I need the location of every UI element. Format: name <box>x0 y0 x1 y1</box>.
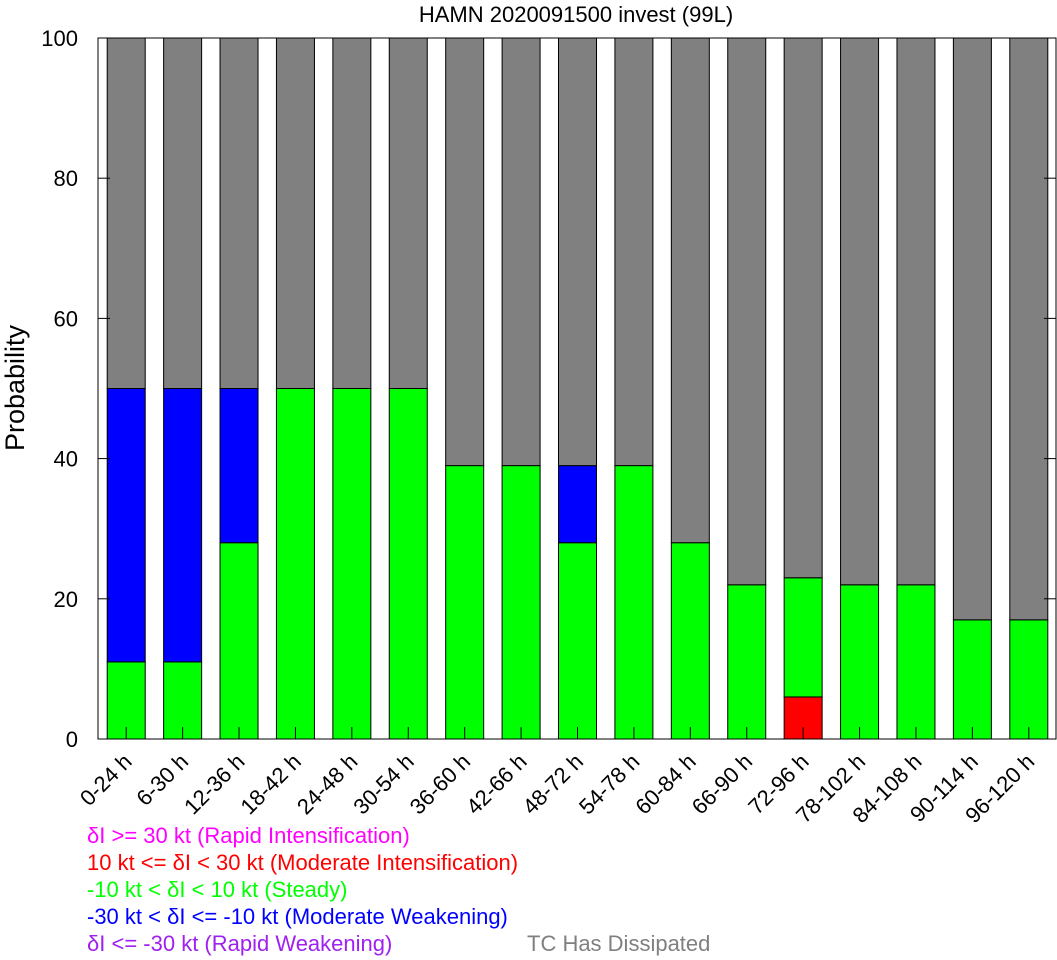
bar-segment-2-3 <box>219 388 259 544</box>
bar-segment-13-5 <box>840 37 880 586</box>
bar-segment-15-5 <box>952 37 992 621</box>
bar-segment-8-5 <box>558 37 597 467</box>
legend-tc-dissipated: TC Has Dissipated <box>527 931 711 956</box>
bar-segment-8-3 <box>558 465 597 544</box>
bar-segment-5-5 <box>388 37 428 389</box>
y-tick-label: 0 <box>66 727 78 752</box>
bar-segment-13-2 <box>840 584 880 740</box>
bar-segment-2-2 <box>219 542 259 740</box>
bar-segment-14-5 <box>896 37 936 586</box>
bar-segment-2-5 <box>219 37 259 389</box>
legend-rapid-intensification: δI >= 30 kt (Rapid Intensification) <box>87 823 410 848</box>
bar-segment-5-2 <box>388 388 428 740</box>
bar-segment-4-2 <box>332 388 372 740</box>
y-ticks-group: 0 20 40 60 80 100 <box>41 26 1056 752</box>
y-tick-label: 80 <box>54 166 78 191</box>
y-axis-label: Probability <box>0 324 30 451</box>
legend-rapid-weakening: δI <= -30 kt (Rapid Weakening) <box>87 931 393 956</box>
legend-moderate-intensification: 10 kt <= δI < 30 kt (Moderate Intensific… <box>87 850 519 875</box>
x-ticks-group: 0-24 h6-30 h12-36 h18-42 h24-48 h30-54 h… <box>75 727 1039 828</box>
bar-segment-3-2 <box>275 388 315 740</box>
x-tick-label: 42-66 h <box>461 749 531 819</box>
bar-segment-11-5 <box>727 37 767 586</box>
x-tick-label: 66-90 h <box>687 749 757 819</box>
bar-segment-10-2 <box>670 542 710 740</box>
bar-segment-7-5 <box>501 37 541 467</box>
x-tick-label: 60-84 h <box>630 749 700 819</box>
bar-segment-14-2 <box>896 584 936 740</box>
x-tick-label: 54-78 h <box>574 749 644 819</box>
bar-segment-1-3 <box>163 388 203 663</box>
bars-group <box>106 37 1049 740</box>
bar-segment-0-2 <box>106 661 146 740</box>
bar-segment-10-5 <box>670 37 710 544</box>
bar-segment-4-5 <box>332 37 372 389</box>
bar-segment-6-5 <box>445 37 485 467</box>
bar-segment-12-5 <box>783 37 823 579</box>
bar-segment-0-3 <box>106 388 146 663</box>
y-tick-label: 20 <box>54 587 78 612</box>
x-tick-label: 12-36 h <box>179 749 249 819</box>
legend-moderate-weakening: -30 kt < δI <= -10 kt (Moderate Weakenin… <box>87 904 508 929</box>
bar-segment-15-2 <box>952 619 992 740</box>
bar-segment-12-2 <box>783 577 823 698</box>
x-tick-label: 0-24 h <box>75 749 137 811</box>
x-tick-label: 24-48 h <box>292 749 362 819</box>
bar-segment-7-2 <box>501 465 541 740</box>
x-tick-label: 30-54 h <box>348 749 418 819</box>
y-tick-label: 60 <box>54 306 78 331</box>
bar-segment-16-2 <box>1009 619 1049 740</box>
bar-segment-1-2 <box>163 661 203 740</box>
legend-steady: -10 kt < δI < 10 kt (Steady) <box>87 877 348 902</box>
y-tick-label: 40 <box>54 447 78 472</box>
chart-title: HAMN 2020091500 invest (99L) <box>419 2 733 27</box>
bar-segment-6-2 <box>445 465 485 740</box>
bar-segment-0-5 <box>106 37 146 389</box>
bar-segment-16-5 <box>1009 37 1049 621</box>
bar-segment-9-5 <box>614 37 654 467</box>
y-tick-label: 100 <box>41 26 78 51</box>
bar-segment-3-5 <box>275 37 315 389</box>
bar-segment-1-5 <box>163 37 203 389</box>
bar-segment-9-2 <box>614 465 654 740</box>
x-tick-label: 36-60 h <box>405 749 475 819</box>
x-tick-label: 48-72 h <box>518 749 588 819</box>
bar-segment-8-2 <box>558 542 597 740</box>
bar-segment-11-2 <box>727 584 767 740</box>
x-tick-label: 18-42 h <box>235 749 305 819</box>
